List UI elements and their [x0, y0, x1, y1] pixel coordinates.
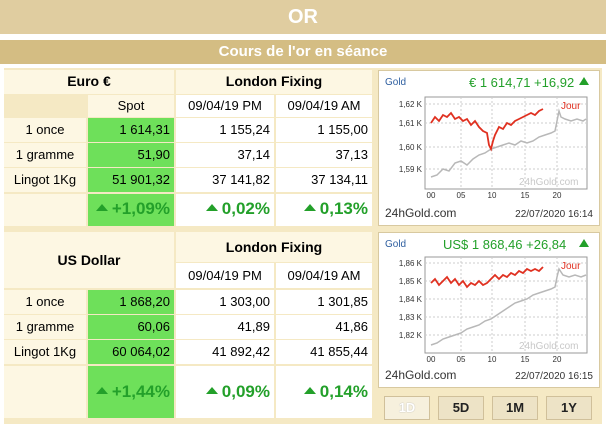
up-arrow-icon — [303, 204, 316, 212]
usd-spot-change-value: +1,44% — [111, 382, 170, 401]
x-tick-label: 00 — [427, 191, 436, 200]
x-tick-label: 10 — [488, 191, 497, 200]
usd-pm-value: 1 303,00 — [176, 290, 274, 314]
euro-row-label: 1 once — [4, 118, 86, 142]
euro-row-label: Lingot 1Kg — [4, 168, 86, 192]
usd-currency-header: US Dollar — [4, 232, 174, 288]
chart-site: 24hGold.com — [385, 368, 456, 382]
usd-am-value: 41 855,44 — [276, 340, 372, 364]
up-arrow-icon — [205, 204, 218, 212]
usd-spot-value: 60 064,02 — [88, 340, 174, 364]
euro-am-value: 37,13 — [276, 143, 372, 167]
y-tick-label: 1,59 K — [399, 165, 423, 174]
up-arrow-icon — [205, 387, 218, 395]
euro-pm-change-value: 0,02% — [221, 199, 270, 218]
usd-spot-change: +1,44% — [88, 366, 174, 418]
x-tick-label: 05 — [457, 191, 466, 200]
chart-label: Gold — [385, 239, 406, 250]
euro-fix-am-header: 09/04/19 AM — [276, 95, 372, 117]
page-title: OR — [0, 0, 606, 34]
euro-am-value: 1 155,00 — [276, 118, 372, 142]
today-line — [430, 108, 544, 152]
euro-currency-header: Euro € — [4, 70, 174, 94]
period-1y-button[interactable]: 1Y — [546, 396, 592, 420]
previous-day-line — [430, 108, 587, 178]
up-arrow-icon — [95, 204, 108, 212]
chart-date: 22/07/2020 16:15 — [515, 371, 593, 382]
y-tick-label: 1,83 K — [399, 313, 423, 322]
x-tick-label: 10 — [488, 355, 497, 364]
usd-fix-pm-header: 09/04/19 PM — [176, 263, 274, 288]
period-1d-button[interactable]: 1D — [384, 396, 430, 420]
chart-watermark: 24hGold.com — [519, 177, 578, 188]
y-tick-label: 1,61 K — [399, 119, 423, 128]
previous-day-line — [430, 267, 587, 346]
y-tick-label: 1,84 K — [399, 295, 423, 304]
y-tick-label: 1,86 K — [399, 259, 423, 268]
euro-am-change-value: 0,13% — [319, 199, 368, 218]
usd-fix-am-header: 09/04/19 AM — [276, 263, 372, 288]
euro-spot-header: Spot — [88, 95, 174, 117]
euro-spot-change: +1,09% — [88, 194, 174, 226]
up-arrow-icon — [579, 239, 589, 247]
usd-pm-value: 41 892,42 — [176, 340, 274, 364]
usd-fixing-header: London Fixing — [176, 232, 372, 262]
euro-pm-change: 0,02% — [176, 194, 274, 226]
up-arrow-icon — [95, 387, 108, 395]
gold-quotes-panel: Euro € London Fixing Spot 09/04/19 PM 09… — [4, 68, 602, 424]
usd-row-label: Lingot 1Kg — [4, 340, 86, 364]
today-line — [430, 266, 544, 289]
usd-spot-value: 1 868,20 — [88, 290, 174, 314]
chart-price: US$ 1 868,46 +26,84 — [443, 237, 566, 252]
section-subtitle: Cours de l'or en séance — [0, 40, 606, 64]
x-tick-label: 00 — [427, 355, 436, 364]
chart-watermark: 24hGold.com — [519, 341, 578, 352]
gold-eur-chart: Gold € 1 614,71 +16,92 1,62 K 1,61 K 1,6… — [378, 70, 600, 226]
chart-price: € 1 614,71 +16,92 — [469, 75, 574, 90]
period-5d-button[interactable]: 5D — [438, 396, 484, 420]
euro-am-value: 37 134,11 — [276, 168, 372, 192]
euro-fix-pm-header: 09/04/19 PM — [176, 95, 274, 117]
chart-site: 24hGold.com — [385, 206, 456, 220]
x-tick-label: 15 — [521, 355, 530, 364]
usd-pct-blank — [4, 366, 86, 418]
euro-pm-value: 37,14 — [176, 143, 274, 167]
chart-label: Gold — [385, 77, 406, 88]
jour-label: Jour — [561, 101, 581, 112]
usd-pm-value: 41,89 — [176, 315, 274, 339]
chart-date: 22/07/2020 16:14 — [515, 209, 593, 220]
usd-pm-change: 0,09% — [176, 366, 274, 418]
usd-am-change-value: 0,14% — [319, 382, 368, 401]
usd-am-change: 0,14% — [276, 366, 372, 418]
usd-am-value: 41,86 — [276, 315, 372, 339]
x-tick-label: 15 — [521, 191, 530, 200]
x-tick-label: 05 — [457, 355, 466, 364]
euro-row-label: 1 gramme — [4, 143, 86, 167]
euro-fixing-header: London Fixing — [176, 70, 372, 94]
y-tick-label: 1,60 K — [399, 143, 423, 152]
euro-am-change: 0,13% — [276, 194, 372, 226]
jour-label: Jour — [561, 261, 581, 272]
up-arrow-icon — [579, 77, 589, 85]
y-tick-label: 1,85 K — [399, 277, 423, 286]
x-tick-label: 20 — [553, 191, 562, 200]
euro-pct-blank — [4, 194, 86, 226]
usd-row-label: 1 gramme — [4, 315, 86, 339]
y-tick-label: 1,82 K — [399, 331, 423, 340]
usd-am-value: 1 301,85 — [276, 290, 372, 314]
euro-spot-value: 51,90 — [88, 143, 174, 167]
euro-pm-value: 1 155,24 — [176, 118, 274, 142]
usd-row-label: 1 once — [4, 290, 86, 314]
euro-pm-value: 37 141,82 — [176, 168, 274, 192]
usd-pm-change-value: 0,09% — [221, 382, 270, 401]
euro-spot-value: 51 901,32 — [88, 168, 174, 192]
up-arrow-icon — [303, 387, 316, 395]
y-tick-label: 1,62 K — [399, 100, 423, 109]
euro-spot-change-value: +1,09% — [111, 199, 170, 218]
usd-spot-value: 60,06 — [88, 315, 174, 339]
x-tick-label: 20 — [553, 355, 562, 364]
euro-spot-value: 1 614,31 — [88, 118, 174, 142]
period-1m-button[interactable]: 1M — [492, 396, 538, 420]
gold-usd-chart: Gold US$ 1 868,46 +26,84 1,86 K 1,85 K 1… — [378, 232, 600, 388]
